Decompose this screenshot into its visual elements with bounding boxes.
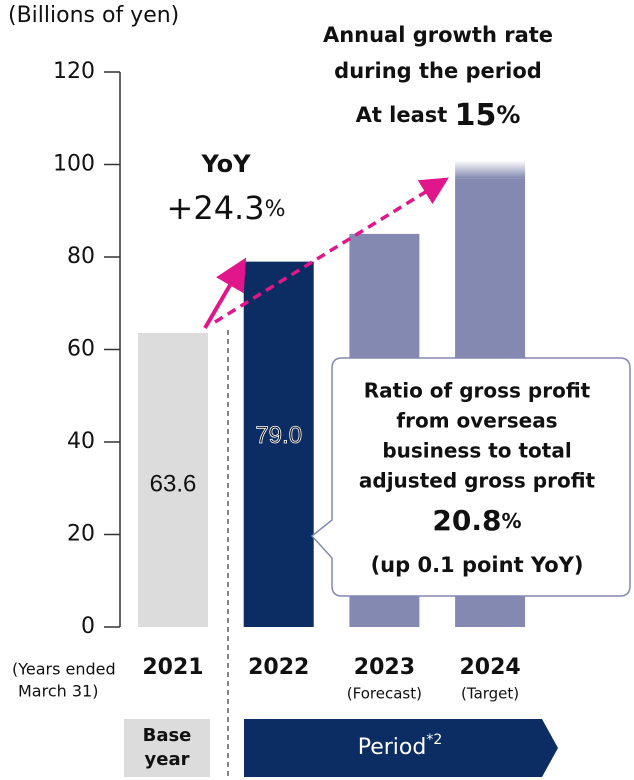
y-tick-label: 120 [53, 59, 95, 84]
bar-fade [455, 160, 526, 179]
y-tick-label: 40 [67, 429, 95, 454]
callout-note: (up 0.1 point YoY) [371, 553, 584, 577]
period-arrow [244, 719, 558, 777]
base-label: year [145, 749, 190, 770]
y-tick-label: 100 [53, 152, 95, 177]
y-axis-label: (Billions of yen) [8, 3, 179, 28]
growth-line: during the period [334, 59, 542, 83]
callout-value: 20.8% [432, 504, 521, 537]
base-box [124, 719, 210, 777]
bar [138, 332, 208, 627]
y-tick-label: 60 [67, 337, 95, 362]
x-tick-label: 2023 [354, 655, 415, 680]
value-label: 79.0 [255, 422, 302, 449]
y-tick-label: 80 [67, 244, 95, 269]
x-tick-label: 2024 [459, 655, 520, 680]
period-label: Period*2 [358, 732, 443, 760]
yoy-arrow [203, 257, 247, 330]
x-axis-note: (Years ended [12, 660, 116, 679]
callout-box [310, 357, 631, 597]
callout-line: Ratio of gross profit [364, 379, 591, 403]
x-tick-note: (Target) [461, 685, 519, 703]
x-tick-note: (Forecast) [347, 685, 422, 703]
callout-line: business to total [382, 439, 571, 463]
base-label: Base [143, 725, 192, 746]
yoy-value: +24.3% [167, 189, 286, 227]
callout-line: adjusted gross profit [359, 469, 596, 493]
y-tick-label: 20 [67, 522, 95, 547]
x-axis-note: March 31) [18, 682, 98, 701]
value-label: 63.6 [150, 470, 197, 497]
x-tick-label: 2022 [248, 655, 309, 680]
callout-line: from overseas [396, 409, 557, 433]
growth-line: Annual growth rate [323, 23, 553, 47]
yoy-label: YoY [200, 150, 251, 178]
y-tick-label: 0 [81, 614, 95, 639]
bar [243, 261, 314, 627]
x-tick-label: 2021 [142, 655, 203, 680]
growth-value: At least 15% [356, 98, 521, 133]
